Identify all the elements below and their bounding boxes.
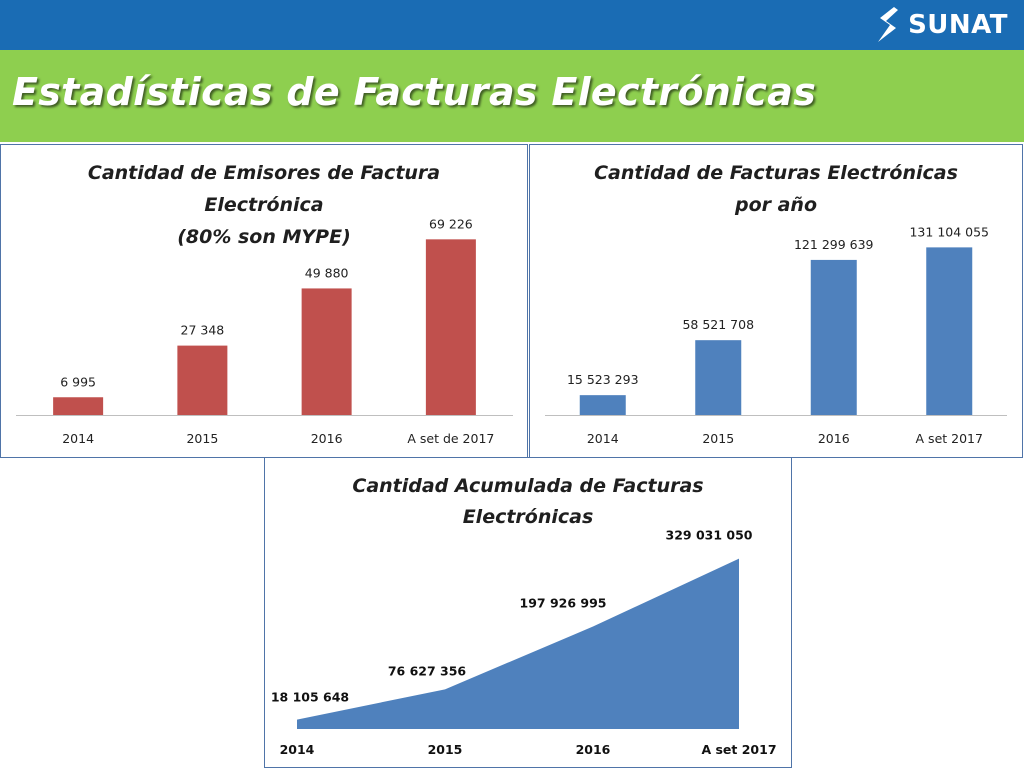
data-label: 6 995 [60, 374, 96, 389]
x-tick-label: A set 2017 [701, 742, 776, 757]
chart-title-line: Electrónicas [463, 506, 594, 528]
sunat-logo: SUNAT [872, 4, 1008, 46]
data-label: 121 299 639 [794, 237, 874, 252]
x-tick-label: 2015 [186, 431, 218, 446]
data-label: 131 104 055 [909, 224, 989, 239]
chart-emisores: Cantidad de Emisores de Factura Electróni… [16, 162, 513, 446]
x-tick-label: 2014 [280, 742, 315, 757]
data-label: 15 523 293 [567, 372, 639, 387]
data-label: 76 627 356 [388, 663, 467, 678]
title-bar [0, 50, 1024, 142]
x-tick-label: 2014 [62, 431, 94, 446]
sunat-s-icon [878, 7, 899, 42]
chart-title-line: Cantidad Acumulada de Facturas [352, 475, 703, 497]
data-label: 69 226 [429, 216, 473, 231]
x-tick-label: 2015 [428, 742, 463, 757]
chart-panel-acumulada: Cantidad Acumulada de Facturas Electrónic… [264, 457, 792, 768]
data-label: 197 926 995 [520, 596, 607, 611]
chart-title-line: Electrónica [204, 194, 323, 216]
chart-title-line: por año [734, 194, 817, 216]
data-label: 18 105 648 [271, 690, 349, 705]
bar-a-set-2017 [926, 247, 973, 415]
bar-2015 [695, 340, 742, 415]
bar-2015 [177, 345, 228, 415]
top-bar [0, 0, 1024, 50]
data-label: 58 521 708 [682, 317, 754, 332]
bar-2014 [53, 397, 104, 415]
x-tick-label: 2014 [587, 431, 619, 446]
logo-text: SUNAT [908, 10, 1008, 40]
chart-title-line: (80% son MYPE) [177, 226, 351, 248]
bar-2014 [579, 395, 626, 415]
bar-2016 [810, 259, 857, 415]
chart-panel-facturas: Cantidad de Facturas Electrónicas por año… [529, 144, 1023, 458]
area-series [297, 558, 739, 729]
x-tick-label: 2016 [818, 431, 850, 446]
data-label: 329 031 050 [666, 528, 753, 543]
chart-title-line: Cantidad de Emisores de Factura [88, 162, 440, 184]
x-tick-label: A set 2017 [916, 431, 983, 446]
page-title: Estadísticas de Facturas Electrónicas [12, 70, 817, 114]
chart-facturas-por-anio: Cantidad de Facturas Electrónicas por año… [545, 162, 1007, 446]
bar-a-set-de-2017 [425, 239, 476, 415]
x-tick-label: 2016 [576, 742, 611, 757]
x-tick-label: 2015 [702, 431, 734, 446]
data-label: 27 348 [181, 323, 225, 338]
bar-2016 [301, 288, 352, 415]
chart-acumulada: Cantidad Acumulada de Facturas Electrónic… [271, 475, 777, 757]
chart-title-line: Cantidad de Facturas Electrónicas [594, 162, 958, 184]
data-label: 49 880 [305, 265, 349, 280]
x-tick-label: 2016 [311, 431, 343, 446]
chart-panel-emisores: Cantidad de Emisores de Factura Electróni… [0, 144, 528, 458]
x-tick-label: A set de 2017 [407, 431, 494, 446]
